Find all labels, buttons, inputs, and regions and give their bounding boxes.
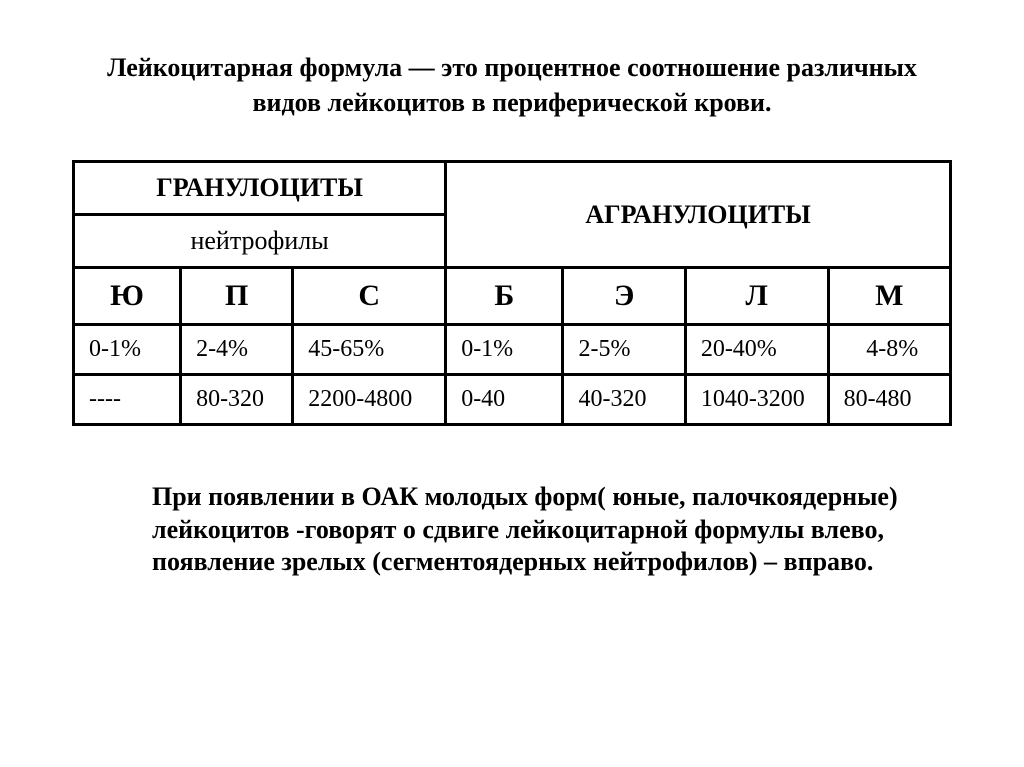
leukocyte-formula-table: ГРАНУЛОЦИТЫ АГРАНУЛОЦИТЫ нейтрофилы Ю П … bbox=[72, 160, 952, 426]
cell-absolute: 0-40 bbox=[446, 375, 563, 425]
col-letter: Б bbox=[446, 268, 563, 325]
cell-percent: 0-1% bbox=[446, 325, 563, 375]
agranulocytes-header: АГРАНУЛОЦИТЫ bbox=[446, 162, 951, 268]
cell-percent: 0-1% bbox=[74, 325, 181, 375]
cell-absolute: 80-320 bbox=[181, 375, 293, 425]
cell-absolute: 40-320 bbox=[563, 375, 685, 425]
page-title: Лейкоцитарная формула — это процентное с… bbox=[72, 50, 952, 120]
table-absolute-row: ---- 80-320 2200-4800 0-40 40-320 1040-3… bbox=[74, 375, 951, 425]
cell-percent: 4-8% bbox=[828, 325, 950, 375]
table-percent-row: 0-1% 2-4% 45-65% 0-1% 2-5% 20-40% 4-8% bbox=[74, 325, 951, 375]
granulocytes-header: ГРАНУЛОЦИТЫ bbox=[74, 162, 446, 215]
cell-percent: 20-40% bbox=[685, 325, 828, 375]
cell-absolute: 80-480 bbox=[828, 375, 950, 425]
col-letter: М bbox=[828, 268, 950, 325]
footnote-text: При появлении в ОАК молодых форм( юные, … bbox=[112, 481, 912, 579]
cell-percent: 2-4% bbox=[181, 325, 293, 375]
cell-absolute: 2200-4800 bbox=[293, 375, 446, 425]
cell-absolute: 1040-3200 bbox=[685, 375, 828, 425]
title-line-1: Лейкоцитарная формула — это процентное с… bbox=[107, 53, 917, 82]
slide-page: Лейкоцитарная формула — это процентное с… bbox=[0, 0, 1024, 579]
col-letter: Л bbox=[685, 268, 828, 325]
cell-absolute: ---- bbox=[74, 375, 181, 425]
cell-percent: 2-5% bbox=[563, 325, 685, 375]
col-letter: Э bbox=[563, 268, 685, 325]
cell-percent: 45-65% bbox=[293, 325, 446, 375]
col-letter: С bbox=[293, 268, 446, 325]
title-line-2: видов лейкоцитов в периферической крови. bbox=[252, 88, 771, 117]
table-letters-row: Ю П С Б Э Л М bbox=[74, 268, 951, 325]
table-header-row-1: ГРАНУЛОЦИТЫ АГРАНУЛОЦИТЫ bbox=[74, 162, 951, 215]
col-letter: П bbox=[181, 268, 293, 325]
col-letter: Ю bbox=[74, 268, 181, 325]
neutrophils-subheader: нейтрофилы bbox=[74, 215, 446, 268]
